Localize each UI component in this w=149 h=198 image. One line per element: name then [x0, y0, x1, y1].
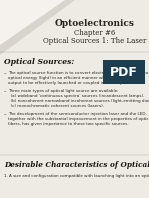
- Polygon shape: [0, 0, 65, 45]
- Text: Optical Sources 1: The Laser: Optical Sources 1: The Laser: [43, 37, 147, 45]
- Text: –: –: [4, 112, 7, 117]
- FancyBboxPatch shape: [103, 60, 145, 84]
- Text: Three main types of optical light source are available:
  (a) wideband ‘continuo: Three main types of optical light source…: [8, 89, 149, 108]
- Polygon shape: [0, 0, 75, 55]
- Text: Chapter #6: Chapter #6: [74, 29, 116, 37]
- Text: Optoelectronics: Optoelectronics: [55, 18, 135, 28]
- Text: –: –: [4, 71, 7, 76]
- Text: The development of the semiconductor injection laser and the LED,
together with : The development of the semiconductor inj…: [8, 112, 149, 126]
- Text: Optical Sources:: Optical Sources:: [4, 58, 74, 66]
- Text: The optical source function is to convert electrical energy in the into
optical : The optical source function is to conver…: [8, 71, 148, 85]
- Text: –: –: [4, 89, 7, 94]
- Text: Desirable Characteristics of Optical Sources:: Desirable Characteristics of Optical Sou…: [4, 161, 149, 169]
- Text: 1. A size and configuration compatible with launching light into an optical fibe: 1. A size and configuration compatible w…: [4, 174, 149, 178]
- Text: PDF: PDF: [110, 66, 138, 78]
